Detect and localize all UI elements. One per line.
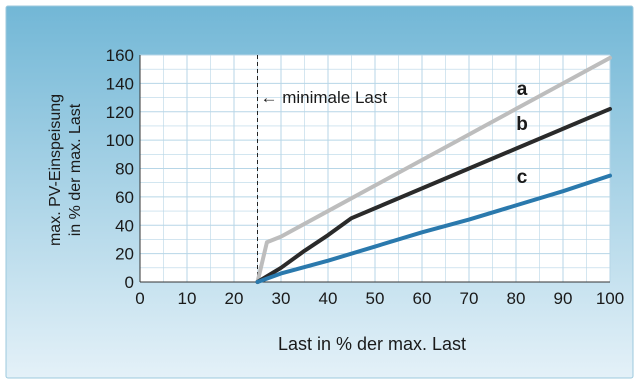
- series-labels: ab c: [516, 79, 528, 188]
- y-tick-label: 80: [115, 160, 134, 179]
- tick-labels: 0 10 20 30 40 50 60 70 80 90 100 0 20 40 60 80 100 120 140…: [106, 46, 625, 308]
- x-axis-label: Last in % der max. Last: [278, 334, 466, 354]
- axes: [139, 55, 610, 283]
- y-axis-label-line-2: in % der max. Last: [67, 103, 84, 236]
- x-tick-label: 100: [596, 289, 624, 308]
- x-tick-label: 10: [178, 289, 197, 308]
- series-line-b: [255, 106, 612, 284]
- x-tick-label: 80: [507, 289, 526, 308]
- y-tick-label: 100: [106, 131, 134, 150]
- minimum-load-marker: ← minimale Last: [257, 55, 388, 282]
- y-tick-label: 120: [106, 103, 134, 122]
- x-tick-label: 30: [272, 289, 291, 308]
- x-tick-label: 40: [319, 289, 338, 308]
- y-tick-label: 60: [115, 188, 134, 207]
- y-tick-label: 140: [106, 74, 134, 93]
- x-tick-label: 90: [554, 289, 573, 308]
- series-label-c: c: [517, 167, 528, 188]
- y-axis-label-line-1: max. PV-Einspeisung: [47, 94, 64, 246]
- series-label-b: b: [516, 114, 528, 135]
- y-tick-label: 0: [125, 273, 134, 292]
- y-tick-label: 20: [115, 245, 134, 264]
- x-tick-label: 60: [413, 289, 432, 308]
- series-lines: [255, 55, 612, 284]
- x-tick-label: 0: [135, 289, 144, 308]
- series-line-c: [255, 173, 612, 284]
- y-tick-label: 160: [106, 46, 134, 65]
- x-tick-label: 50: [366, 289, 385, 308]
- series-line-a: [255, 55, 612, 284]
- y-tick-label: 40: [115, 216, 134, 235]
- series-label-a: a: [517, 79, 528, 100]
- minimum-load-annotation: ← minimale Last: [261, 88, 388, 107]
- x-tick-label: 20: [225, 289, 244, 308]
- x-tick-label: 70: [460, 289, 479, 308]
